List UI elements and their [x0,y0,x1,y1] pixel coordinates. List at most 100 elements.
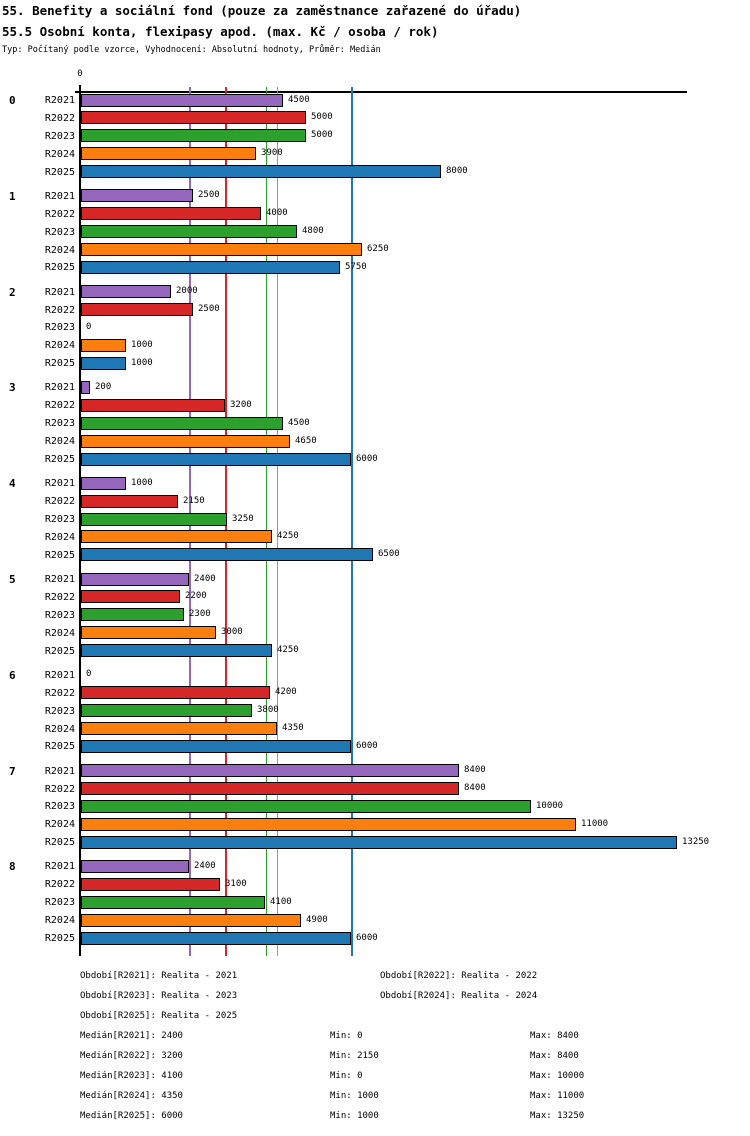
series-row-label: R2023 [44,226,75,238]
group-label: 2 [9,285,16,299]
legend-item: Období[R2024]: Realita - 2024 [380,991,538,1001]
series-row-label: R2022 [44,879,75,891]
bar-value-label: 4500 [288,417,310,428]
stat-min: Min: 2150 [330,1051,379,1061]
group-label: 3 [9,381,16,395]
series-row-label: R2024 [44,148,75,160]
group-label: 7 [9,764,16,778]
bar-value-label: 4100 [270,896,292,907]
chart-subtitle: 55.5 Osobní konta, flexipasy apod. (max.… [2,24,439,39]
bar-value-label: 5000 [311,112,333,123]
bar-R2023 [81,225,297,239]
series-row-label: R2025 [44,262,75,274]
legend-item: Období[R2025]: Realita - 2025 [80,1011,238,1021]
series-row-label: R2022 [44,591,75,603]
bar-R2024 [81,626,216,640]
legend-item: Období[R2021]: Realita - 2021 [80,971,238,981]
bar-R2025 [81,165,441,179]
group-label: 5 [9,573,16,586]
series-row-label: R2025 [44,358,75,370]
group-label: 6 [9,668,16,682]
series-row-label: R2025 [44,166,75,178]
bar-value-label: 6500 [378,549,400,560]
bar-R2022 [81,877,220,891]
bar-value-label: 6000 [356,740,378,751]
bar-R2023 [81,799,531,813]
series-row-label: R2022 [44,400,75,412]
stat-median: Medián[R2021]: 2400 [80,1031,183,1041]
bar-R2025 [81,739,351,753]
bar-value-label: 8400 [464,765,486,776]
bar-R2022 [81,590,180,604]
series-row-label: R2022 [44,208,75,220]
group-label: 1 [9,189,16,203]
series-row-label: R2022 [44,783,75,795]
median-line-R2025 [351,87,353,956]
bar-value-label: 3800 [257,705,279,716]
series-row-label: R2023 [44,514,75,525]
bar-value-label: 4250 [277,645,299,656]
series-row-label: R2021 [44,478,75,490]
chart-title: 55. Benefity a sociální fond (pouze za z… [2,3,522,18]
bar-R2023 [81,129,306,143]
legend-item: Období[R2022]: Realita - 2022 [380,971,538,981]
bar-R2022 [81,782,459,795]
bar-value-label: 3000 [221,627,243,638]
bar-value-label: 2300 [189,609,211,620]
series-row-label: R2021 [44,861,75,873]
series-row-label: R2024 [44,915,75,927]
stat-median: Medián[R2022]: 3200 [80,1051,183,1061]
bar-value-label: 0 [86,669,92,680]
stat-max: Max: 8400 [530,1031,579,1041]
stat-min: Min: 0 [330,1031,363,1041]
series-row-label: R2021 [44,574,75,585]
bar-value-label: 1000 [131,339,153,350]
series-row-label: R2024 [44,627,75,639]
series-row-label: R2025 [44,645,75,657]
series-row-label: R2021 [44,286,75,298]
bar-R2021 [81,93,283,107]
chart-meta-line: Typ: Počítaný podle vzorce, Vyhodnocení:… [2,45,381,55]
bar-R2025 [81,356,126,370]
bar-R2022 [81,111,306,125]
x-axis-line [75,91,687,93]
bar-R2021 [81,380,90,394]
stat-max: Max: 10000 [530,1071,585,1081]
bar-value-label: 5000 [311,130,333,141]
bar-R2024 [81,338,126,352]
series-row-label: R2025 [44,741,75,753]
x-axis-zero-tick-label: 0 [77,69,83,79]
bar-R2025 [81,644,272,658]
series-row-label: R2021 [44,190,75,202]
series-row-label: R2023 [44,322,75,334]
bar-value-label: 4900 [306,914,328,925]
bar-value-label: 8000 [446,166,468,177]
stat-median: Medián[R2024]: 4350 [80,1091,183,1101]
bar-value-label: 11000 [581,818,609,829]
bar-R2021 [81,476,126,490]
stat-min: Min: 1000 [330,1091,379,1101]
bar-value-label: 2500 [198,190,220,201]
series-row-label: R2021 [44,95,75,106]
series-row-label: R2023 [44,897,75,909]
bar-value-label: 1000 [131,357,153,368]
series-row-label: R2023 [44,609,75,621]
stat-min: Min: 1000 [330,1111,379,1121]
series-row-label: R2025 [44,454,75,465]
bar-value-label: 4800 [302,226,324,237]
series-row-label: R2022 [44,112,75,124]
bar-value-label: 4250 [277,531,299,542]
stat-max: Max: 13250 [530,1111,585,1121]
bar-value-label: 2000 [176,286,198,297]
median-line-R2023 [265,87,267,956]
stat-min: Min: 0 [330,1071,363,1081]
median-line-R2024 [276,87,279,956]
bar-R2024 [81,817,576,831]
bar-value-label: 4350 [282,723,304,733]
bar-R2022 [81,686,270,700]
bar-R2023 [81,608,184,622]
bar-R2023 [81,704,252,718]
bar-R2022 [81,207,261,221]
stat-median: Medián[R2025]: 6000 [80,1111,183,1121]
